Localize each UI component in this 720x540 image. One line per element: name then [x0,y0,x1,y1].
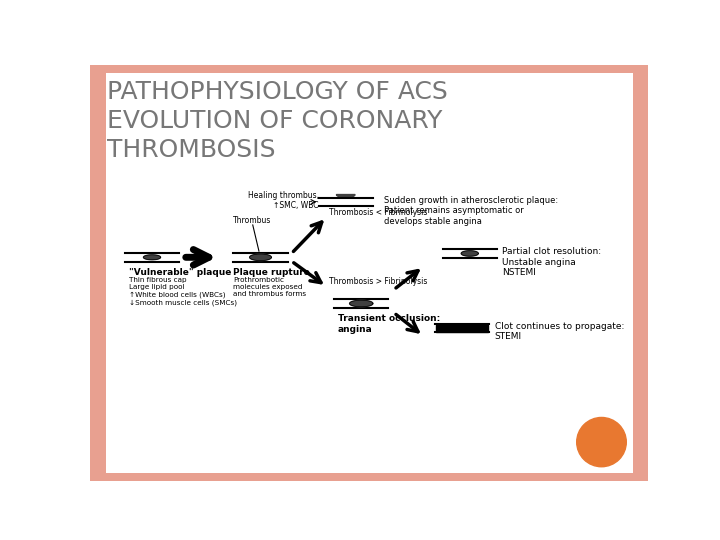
Polygon shape [250,254,271,260]
Text: Healing thrombus,
↑SMC, WBC: Healing thrombus, ↑SMC, WBC [248,191,319,210]
Text: Plaque rupture: Plaque rupture [233,268,310,277]
Text: Sudden growth in atherosclerotic plaque:
Patient remains asymptomatic or
develop: Sudden growth in atherosclerotic plaque:… [384,195,559,226]
Bar [90,65,106,481]
Text: Thrombosis > Fibrinolysis: Thrombosis > Fibrinolysis [329,276,427,286]
Text: Clot continues to propagate:
STEMI: Clot continues to propagate: STEMI [495,322,624,341]
Bar [106,473,632,481]
Polygon shape [350,300,373,307]
Circle shape [577,417,626,467]
Text: Transient occlusion:
angina: Transient occlusion: angina [338,314,440,334]
Polygon shape [336,194,355,198]
Polygon shape [462,251,478,256]
Bar [632,65,648,481]
Text: PATHOPHYSIOLOGY OF ACS
EVOLUTION OF CORONARY
THROMBOSIS: PATHOPHYSIOLOGY OF ACS EVOLUTION OF CORO… [107,80,448,161]
Text: Partial clot resolution:
Unstable angina
NSTEMI: Partial clot resolution: Unstable angina… [503,247,601,277]
Text: "Vulnerable" plaque: "Vulnerable" plaque [129,268,231,277]
Polygon shape [143,255,161,260]
Text: Prothrombotic
molecules exposed
and thrombus forms: Prothrombotic molecules exposed and thro… [233,278,307,298]
Text: Thrombus: Thrombus [233,216,271,225]
Text: Thrombosis < Fibrinolysis: Thrombosis < Fibrinolysis [329,208,427,217]
Bar [106,65,632,72]
Text: Thin fibrous cap
Large lipid pool
↑White blood cells (WBCs)
↓Smooth muscle cells: Thin fibrous cap Large lipid pool ↑White… [129,278,237,306]
